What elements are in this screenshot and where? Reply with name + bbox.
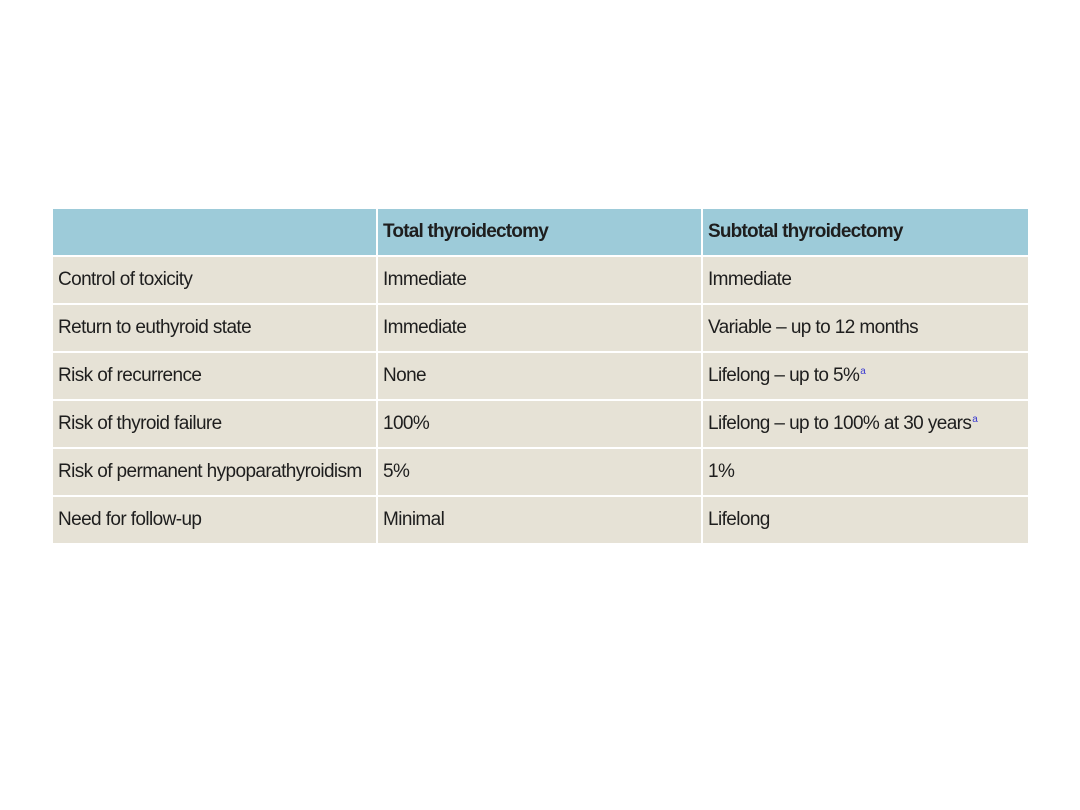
row-label: Control of toxicity <box>53 255 378 305</box>
footnote-marker: a <box>860 365 866 377</box>
row-label: Risk of permanent hypoparathyroidism <box>53 447 378 497</box>
total-value: Immediate <box>376 255 703 305</box>
table-row: Need for follow-up Minimal Lifelong <box>53 495 1028 543</box>
table-header-row: Total thyroidectomy Subtotal thyroidecto… <box>53 209 1028 257</box>
subtotal-value: Variable – up to 12 months <box>708 317 919 338</box>
thyroidectomy-comparison-table: Total thyroidectomy Subtotal thyroidecto… <box>53 209 1028 543</box>
table-row: Control of toxicity Immediate Immediate <box>53 255 1028 305</box>
total-value: 5% <box>376 447 703 497</box>
subtotal-cell: 1% <box>701 447 1028 497</box>
footnote-marker: a <box>972 413 978 425</box>
subtotal-value: 1% <box>708 461 735 482</box>
table-row: Return to euthyroid state Immediate Vari… <box>53 303 1028 353</box>
subtotal-cell: Lifelong – up to 5%a <box>701 351 1028 401</box>
total-value: 100% <box>376 399 703 449</box>
subtotal-cell: Lifelong – up to 100% at 30 yearsa <box>701 399 1028 449</box>
subtotal-value: Lifelong <box>708 509 770 530</box>
header-empty <box>53 209 378 257</box>
table-row: Risk of thyroid failure 100% Lifelong – … <box>53 399 1028 449</box>
comparison-table-container: Total thyroidectomy Subtotal thyroidecto… <box>53 209 1028 543</box>
total-value: Minimal <box>376 495 703 543</box>
table-row: Risk of recurrence None Lifelong – up to… <box>53 351 1028 401</box>
total-value: None <box>376 351 703 401</box>
row-label: Risk of thyroid failure <box>53 399 378 449</box>
subtotal-cell: Variable – up to 12 months <box>701 303 1028 353</box>
subtotal-value: Lifelong – up to 100% at 30 years <box>708 413 972 434</box>
row-label: Return to euthyroid state <box>53 303 378 353</box>
table-row: Risk of permanent hypoparathyroidism 5% … <box>53 447 1028 497</box>
subtotal-value: Lifelong – up to 5% <box>708 365 860 386</box>
total-value: Immediate <box>376 303 703 353</box>
header-total-thyroidectomy: Total thyroidectomy <box>376 209 703 257</box>
row-label: Risk of recurrence <box>53 351 378 401</box>
row-label: Need for follow-up <box>53 495 378 543</box>
subtotal-cell: Immediate <box>701 255 1028 305</box>
subtotal-value: Immediate <box>708 269 792 290</box>
header-subtotal-thyroidectomy: Subtotal thyroidectomy <box>701 209 1028 257</box>
subtotal-cell: Lifelong <box>701 495 1028 543</box>
